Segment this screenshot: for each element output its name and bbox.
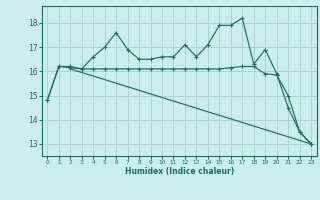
X-axis label: Humidex (Indice chaleur): Humidex (Indice chaleur) [124, 167, 234, 176]
